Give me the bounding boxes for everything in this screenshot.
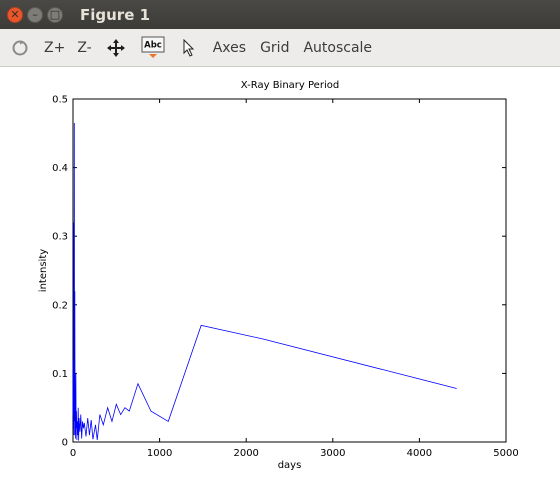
window-titlebar: ✕ – □ Figure 1 — [0, 0, 560, 29]
y-axis-label: intensity — [38, 249, 49, 292]
figure-toolbar: Z+ Z- Abc Axes Grid Autoscale — [0, 29, 560, 67]
y-tick-label: 0.2 — [52, 300, 68, 311]
close-window-button[interactable]: ✕ — [7, 6, 23, 23]
y-tick-label: 0.5 — [52, 95, 68, 106]
zoom-in-button[interactable]: Z+ — [44, 39, 66, 56]
x-tick-label: 4000 — [407, 448, 432, 459]
axes-button[interactable]: Axes — [212, 39, 247, 56]
rotate-icon — [12, 40, 28, 55]
text-tool-button[interactable]: Abc — [141, 34, 165, 62]
x-tick-label: 3000 — [320, 448, 345, 459]
x-axis-label: days — [278, 460, 302, 471]
y-tick-label: 0 — [62, 438, 68, 449]
autoscale-button[interactable]: Autoscale — [303, 39, 373, 56]
pan-button[interactable] — [106, 34, 126, 62]
x-tick-label: 2000 — [233, 448, 258, 459]
figure-canvas: X-Ray Binary Period 0 1000 2000 3000 4000 500… — [0, 67, 560, 489]
minimize-icon: – — [32, 7, 38, 21]
zoom-out-button[interactable]: Z- — [77, 39, 92, 56]
window-title: Figure 1 — [80, 5, 151, 24]
x-axis-ticks: 0 1000 2000 3000 4000 5000 — [70, 99, 519, 459]
grid-button[interactable]: Grid — [260, 39, 290, 56]
select-pointer-button[interactable] — [181, 34, 197, 62]
axes-frame — [72, 98, 507, 443]
x-tick-label: 0 — [70, 448, 76, 459]
rotate-button[interactable] — [10, 34, 30, 62]
svg-text:Abc: Abc — [144, 40, 162, 50]
chart-svg: X-Ray Binary Period 0 1000 2000 3000 4000 500… — [38, 80, 519, 471]
y-tick-label: 0.1 — [52, 369, 68, 380]
y-tick-label: 0.4 — [52, 163, 68, 174]
x-tick-label: 5000 — [493, 448, 518, 459]
close-icon: ✕ — [10, 7, 20, 21]
minimize-window-button[interactable]: – — [27, 6, 43, 23]
maximize-window-button[interactable]: □ — [47, 6, 63, 23]
text-annotation-icon: Abc — [141, 36, 165, 58]
series-line-intensity — [72, 123, 457, 441]
x-tick-label: 1000 — [147, 448, 172, 459]
chart-title: X-Ray Binary Period — [241, 80, 339, 91]
pan-arrows-icon — [106, 38, 125, 57]
maximize-icon: □ — [49, 7, 61, 21]
y-tick-label: 0.3 — [52, 232, 68, 243]
pointer-arrow-icon — [183, 38, 194, 57]
y-axis-ticks: 0 0.1 0.2 0.3 0.4 0.5 — [52, 95, 506, 449]
